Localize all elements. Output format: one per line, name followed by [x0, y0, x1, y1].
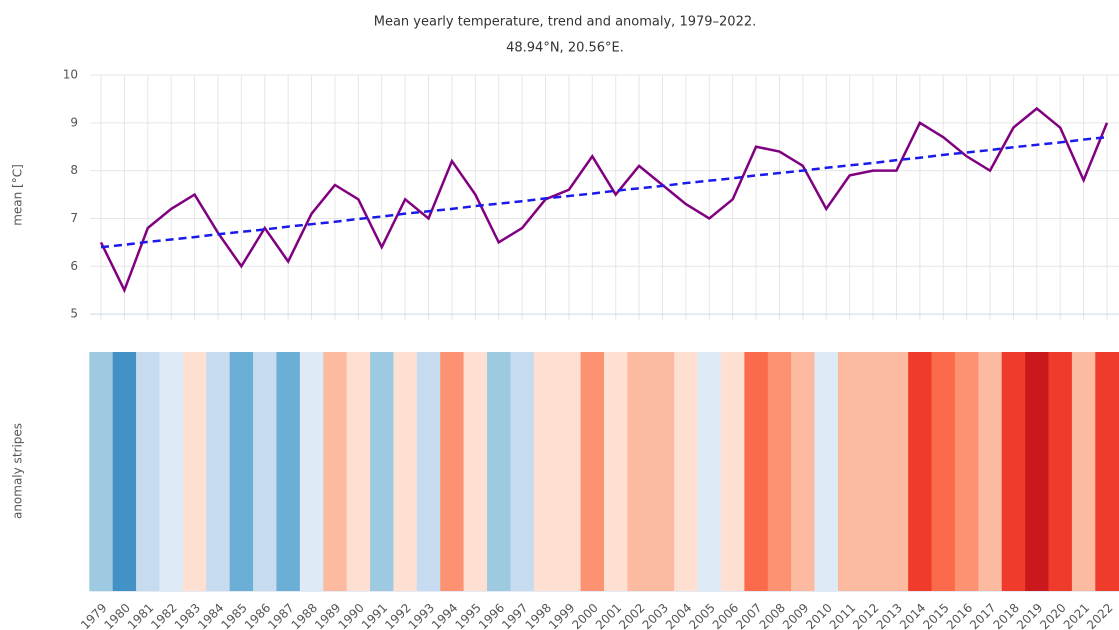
- anomaly-stripe: [767, 352, 792, 591]
- anomaly-stripe: [674, 352, 698, 591]
- anomaly-stripe: [697, 352, 722, 591]
- anomaly-stripe: [884, 352, 909, 591]
- anomaly-stripe: [814, 352, 839, 591]
- anomaly-stripe: [908, 352, 932, 591]
- anomaly-stripe: [720, 352, 745, 591]
- anomaly-stripe: [533, 352, 558, 591]
- anomaly-stripe: [1095, 352, 1119, 591]
- anomaly-stripe: [182, 352, 207, 591]
- y-tick-label: 10: [63, 68, 78, 82]
- anomaly-stripe: [744, 352, 769, 591]
- chart-title: Mean yearly temperature, trend and anoma…: [374, 15, 757, 30]
- anomaly-stripe: [323, 352, 347, 591]
- anomaly-stripe: [229, 352, 254, 591]
- y2-axis-label: anomaly stripes: [11, 423, 25, 519]
- anomaly-stripe: [580, 352, 605, 591]
- anomaly-stripe: [370, 352, 394, 591]
- anomaly-stripe: [206, 352, 230, 591]
- anomaly-stripe: [791, 352, 815, 591]
- anomaly-stripe: [650, 352, 675, 591]
- anomaly-stripe: [463, 352, 488, 591]
- anomaly-stripe: [440, 352, 464, 591]
- y-tick-label: 5: [70, 307, 78, 321]
- anomaly-stripe: [89, 352, 113, 591]
- anomaly-stripe: [931, 352, 956, 591]
- anomaly-stripe: [837, 352, 862, 591]
- y-tick-label: 8: [70, 163, 78, 177]
- anomaly-stripe: [159, 352, 184, 591]
- anomaly-stripe: [978, 352, 1003, 591]
- y-tick-label: 9: [70, 115, 78, 129]
- anomaly-stripe: [487, 352, 511, 591]
- data-line: [99, 106, 1109, 294]
- anomaly-stripe: [1001, 352, 1026, 591]
- anomaly-stripe: [604, 352, 628, 591]
- anomaly-stripe: [1025, 352, 1049, 591]
- anomaly-stripe: [1071, 352, 1096, 591]
- y-tick-label: 7: [70, 211, 78, 225]
- anomaly-stripe: [954, 352, 979, 591]
- chart-subtitle: 48.94°N, 20.56°E.: [506, 41, 624, 56]
- anomaly-stripe: [393, 352, 418, 591]
- anomaly-stripe: [253, 352, 277, 591]
- y-axis-label: mean [°C]: [11, 164, 25, 226]
- anomaly-stripe: [416, 352, 441, 591]
- anomaly-stripe: [1048, 352, 1073, 591]
- y-tick-label: 6: [70, 259, 78, 273]
- x-tick-label: 2022: [1084, 601, 1115, 630]
- anomaly-stripe: [627, 352, 652, 591]
- anomaly-stripe: [557, 352, 581, 591]
- anomaly-stripe: [112, 352, 137, 591]
- trend-line: [100, 135, 1108, 249]
- anomaly-stripe: [510, 352, 535, 591]
- anomaly-stripe: [346, 352, 371, 591]
- anomaly-stripe: [861, 352, 886, 591]
- anomaly-stripe: [299, 352, 324, 591]
- anomaly-stripe: [136, 352, 160, 591]
- anomaly-stripe: [276, 352, 301, 591]
